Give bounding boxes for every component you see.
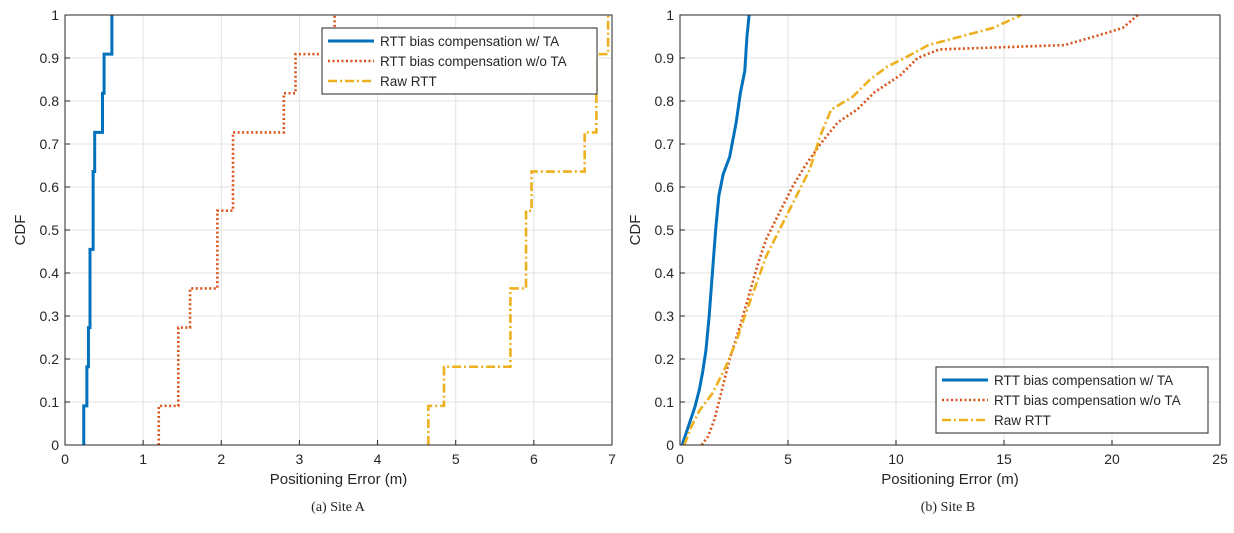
x-tick-label: 0	[676, 451, 684, 467]
axes-frame	[64, 14, 613, 446]
y-axis-label: CDF	[12, 215, 29, 246]
x-tick-label: 5	[784, 451, 792, 467]
y-tick-label: 0.1	[655, 394, 675, 410]
y-tick-label: 0.2	[40, 351, 60, 367]
y-tick-label: 0.4	[40, 265, 60, 281]
y-tick-label: 1	[51, 7, 59, 23]
x-tick-label: 2	[217, 451, 225, 467]
chart-site-a: 0 1 2 3 4 5 6 7 0 0.1 0.2 0.3 0.4 0.5 0.6 0.7 0.8 0.9 1 Pos…	[12, 7, 616, 488]
series-line	[700, 14, 1139, 446]
y-tick-label: 0.3	[40, 308, 60, 324]
x-tick-label: 5	[452, 451, 460, 467]
y-tick-label: 0	[51, 437, 59, 453]
y-tick-label: 0.8	[655, 93, 675, 109]
x-axis-label: Positioning Error (m)	[881, 471, 1019, 488]
legend-label: Raw RTT	[994, 413, 1051, 428]
chart-site-b: 0 5 10 15 20 25 0 0.1 0.2 0.3 0.4 0.5 0.6 0.7 0.8 0.9 1 P…	[627, 7, 1228, 488]
y-tick-label: 0.3	[655, 308, 675, 324]
legend: RTT bias compensation w/ TA RTT bias comp…	[321, 27, 598, 95]
y-tick-label: 0.1	[40, 394, 60, 410]
series-line	[680, 14, 751, 446]
legend-label: RTT bias compensation w/ TA	[994, 373, 1173, 388]
y-tick-label: 1	[666, 7, 674, 23]
x-tick-label: 3	[296, 451, 304, 467]
y-tick-label: 0.4	[655, 265, 675, 281]
x-tick-label: 25	[1212, 451, 1228, 467]
y-tick-label: 0.7	[655, 136, 675, 152]
legend: RTT bias compensation w/ TA RTT bias comp…	[935, 366, 1209, 434]
x-axis-label: Positioning Error (m)	[270, 471, 408, 488]
x-tick-label: 6	[530, 451, 538, 467]
legend-label: RTT bias compensation w/o TA	[994, 393, 1181, 408]
legend-label: RTT bias compensation w/o TA	[380, 54, 567, 69]
series-line	[82, 15, 114, 445]
x-tick-label: 0	[61, 451, 69, 467]
x-tick-label: 1	[139, 451, 147, 467]
x-tick-label: 7	[608, 451, 616, 467]
y-tick-label: 0.8	[40, 93, 60, 109]
legend-box	[935, 366, 1209, 434]
x-tick-label: 20	[1104, 451, 1120, 467]
y-tick-label: 0	[666, 437, 674, 453]
x-tick-label: 10	[888, 451, 904, 467]
x-tick-label: 4	[374, 451, 382, 467]
legend-box	[321, 27, 598, 95]
legend-label: RTT bias compensation w/ TA	[380, 34, 559, 49]
y-tick-label: 0.6	[40, 179, 60, 195]
x-tick-label: 15	[996, 451, 1012, 467]
series-line	[427, 15, 610, 445]
y-tick-label: 0.7	[40, 136, 60, 152]
series-line	[683, 13, 1022, 446]
caption-site-a: (a) Site A	[311, 500, 365, 515]
y-tick-label: 0.5	[655, 222, 675, 238]
axes-frame	[679, 14, 1221, 446]
y-tick-label: 0.6	[655, 179, 675, 195]
legend-label: Raw RTT	[380, 74, 437, 89]
y-tick-label: 0.9	[40, 50, 60, 66]
caption-site-b: (b) Site B	[920, 500, 976, 515]
y-tick-label: 0.9	[655, 50, 675, 66]
y-tick-label: 0.2	[655, 351, 675, 367]
y-axis-label: CDF	[627, 215, 644, 246]
y-tick-label: 0.5	[40, 222, 60, 238]
